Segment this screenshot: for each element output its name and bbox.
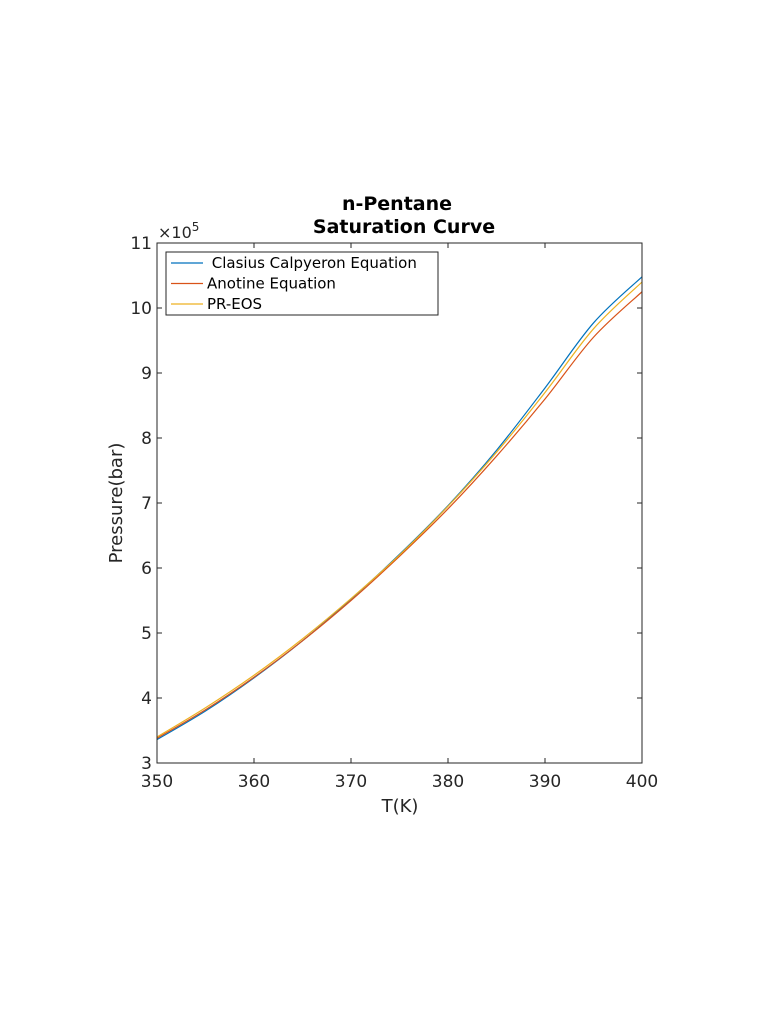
legend-label-2: Anotine Equation bbox=[207, 275, 336, 293]
y-exponent-power: 5 bbox=[192, 220, 200, 234]
series-line-2 bbox=[156, 291, 643, 739]
x-tick-label: 350 bbox=[141, 772, 173, 792]
y-tick-label: 9 bbox=[141, 364, 152, 384]
chart-title: n-Pentane Saturation Curve bbox=[313, 193, 495, 238]
legend-label-3: PR-EOS bbox=[207, 295, 262, 313]
y-exponent-base: ×10 bbox=[158, 223, 192, 242]
y-tick-label: 7 bbox=[141, 494, 152, 514]
y-tick-label: 11 bbox=[130, 234, 152, 254]
y-tick-label: 10 bbox=[130, 299, 152, 319]
y-tick-label: 3 bbox=[141, 754, 152, 774]
x-tick-label: 380 bbox=[432, 772, 464, 792]
chart-title-line-2: Saturation Curve bbox=[313, 216, 495, 238]
y-tick-label: 6 bbox=[141, 559, 152, 579]
y-tick-label: 8 bbox=[141, 429, 152, 449]
legend-label-1: Clasius Calpyeron Equation bbox=[207, 254, 417, 272]
x-tick-label: 370 bbox=[335, 772, 367, 792]
x-axis-label: T(K) bbox=[381, 796, 419, 817]
series-layer bbox=[156, 276, 643, 741]
y-axis-label: Pressure(bar) bbox=[106, 443, 127, 564]
ticks-layer: 350 360 370 380 390 400 3 4 5 6 7 8 9 10 11 bbox=[130, 234, 658, 792]
x-tick-label: 390 bbox=[529, 772, 561, 792]
plot-area bbox=[157, 243, 642, 763]
y-exponent-label: ×105 bbox=[158, 220, 199, 242]
series-line-3 bbox=[156, 281, 643, 738]
chart-title-line-1: n-Pentane bbox=[342, 193, 452, 215]
legend-box bbox=[165, 251, 439, 316]
y-tick-label: 4 bbox=[141, 689, 152, 709]
x-tick-label: 400 bbox=[626, 772, 658, 792]
legend: Clasius Calpyeron Equation Anotine Equati… bbox=[165, 251, 439, 316]
x-tick-label: 360 bbox=[238, 772, 270, 792]
y-tick-label: 5 bbox=[141, 624, 152, 644]
